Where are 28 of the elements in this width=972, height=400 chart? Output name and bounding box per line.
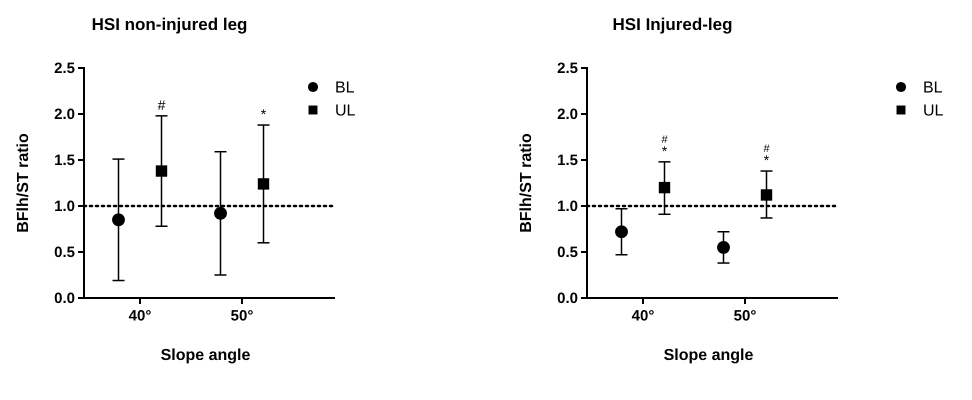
y-tick-label: 1.0: [54, 198, 75, 215]
legend-label: UL: [923, 102, 944, 120]
y-tick-label: 1.0: [557, 198, 578, 215]
x-tick-label: 50°: [734, 308, 756, 324]
y-tick-label: 0.5: [54, 244, 75, 261]
x-axis-title: Slope angle: [160, 347, 250, 364]
y-axis-title: BFlh/ST ratio: [518, 133, 535, 233]
annotation: #: [158, 96, 166, 113]
y-tick-label: 2.5: [54, 60, 75, 77]
x-tick-label: 40°: [632, 308, 654, 324]
y-tick-label: 2.0: [54, 106, 75, 123]
y-tick-label: 2.0: [557, 106, 578, 123]
x-tick-label: 50°: [230, 308, 254, 324]
chart-title: HSI non-injured leg: [92, 15, 248, 34]
y-tick-label: 0.5: [557, 244, 578, 261]
y-tick-label: 1.5: [54, 152, 75, 169]
y-tick-label: 2.5: [557, 60, 578, 77]
y-tick-label: 0.0: [557, 290, 578, 307]
legend-label: UL: [335, 102, 356, 120]
chart-title: HSI Injured-leg: [612, 15, 732, 34]
x-axis-title: Slope angle: [664, 347, 754, 364]
x-tick-label: 40°: [128, 308, 152, 324]
y-tick-label: 0.0: [54, 290, 75, 307]
y-axis-title: BFlh/ST ratio: [15, 133, 32, 233]
legend-label: BL: [335, 80, 355, 97]
annotation: *: [260, 106, 267, 122]
y-tick-label: 1.5: [557, 152, 578, 169]
legend-label: BL: [923, 80, 943, 97]
